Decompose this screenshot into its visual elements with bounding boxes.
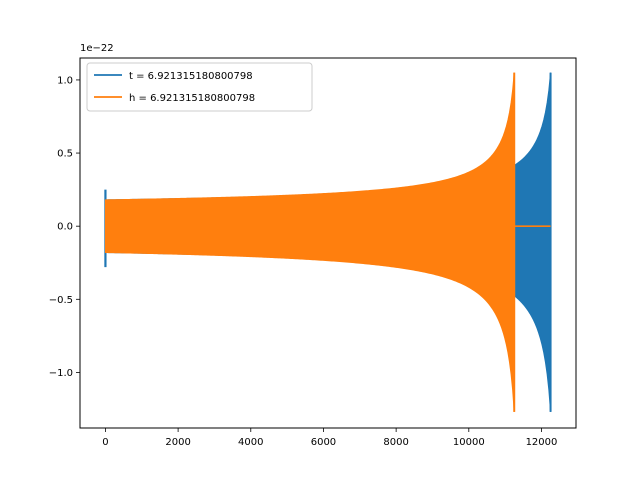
x-axis: 0 2000 4000 6000 8000 10000 12000 xyxy=(102,428,557,448)
legend-label-t: t = 6.921315180800798 xyxy=(129,71,253,82)
x-tick-label: 0 xyxy=(102,437,108,448)
y-tick-label: −0.5 xyxy=(49,295,73,306)
x-tick-label: 2000 xyxy=(165,437,190,448)
legend: t = 6.921315180800798 h = 6.921315180800… xyxy=(86,62,313,112)
legend-box xyxy=(86,62,313,112)
plot-area xyxy=(104,72,552,412)
y-tick-label: 0.0 xyxy=(57,222,73,233)
x-tick-label: 10000 xyxy=(453,437,485,448)
y-tick-label: 1.0 xyxy=(57,75,73,86)
x-tick-label: 8000 xyxy=(383,437,408,448)
y-offset-label: 1e−22 xyxy=(80,43,114,54)
y-axis: −1.0 −0.5 0.0 0.5 1.0 xyxy=(49,75,80,379)
legend-label-h: h = 6.921315180800798 xyxy=(129,93,255,104)
y-tick-label: 0.5 xyxy=(57,149,73,160)
x-tick-label: 12000 xyxy=(526,437,558,448)
y-tick-label: −1.0 xyxy=(49,368,73,379)
x-tick-label: 6000 xyxy=(311,437,336,448)
x-tick-label: 4000 xyxy=(238,437,263,448)
axes-frame xyxy=(79,57,577,429)
